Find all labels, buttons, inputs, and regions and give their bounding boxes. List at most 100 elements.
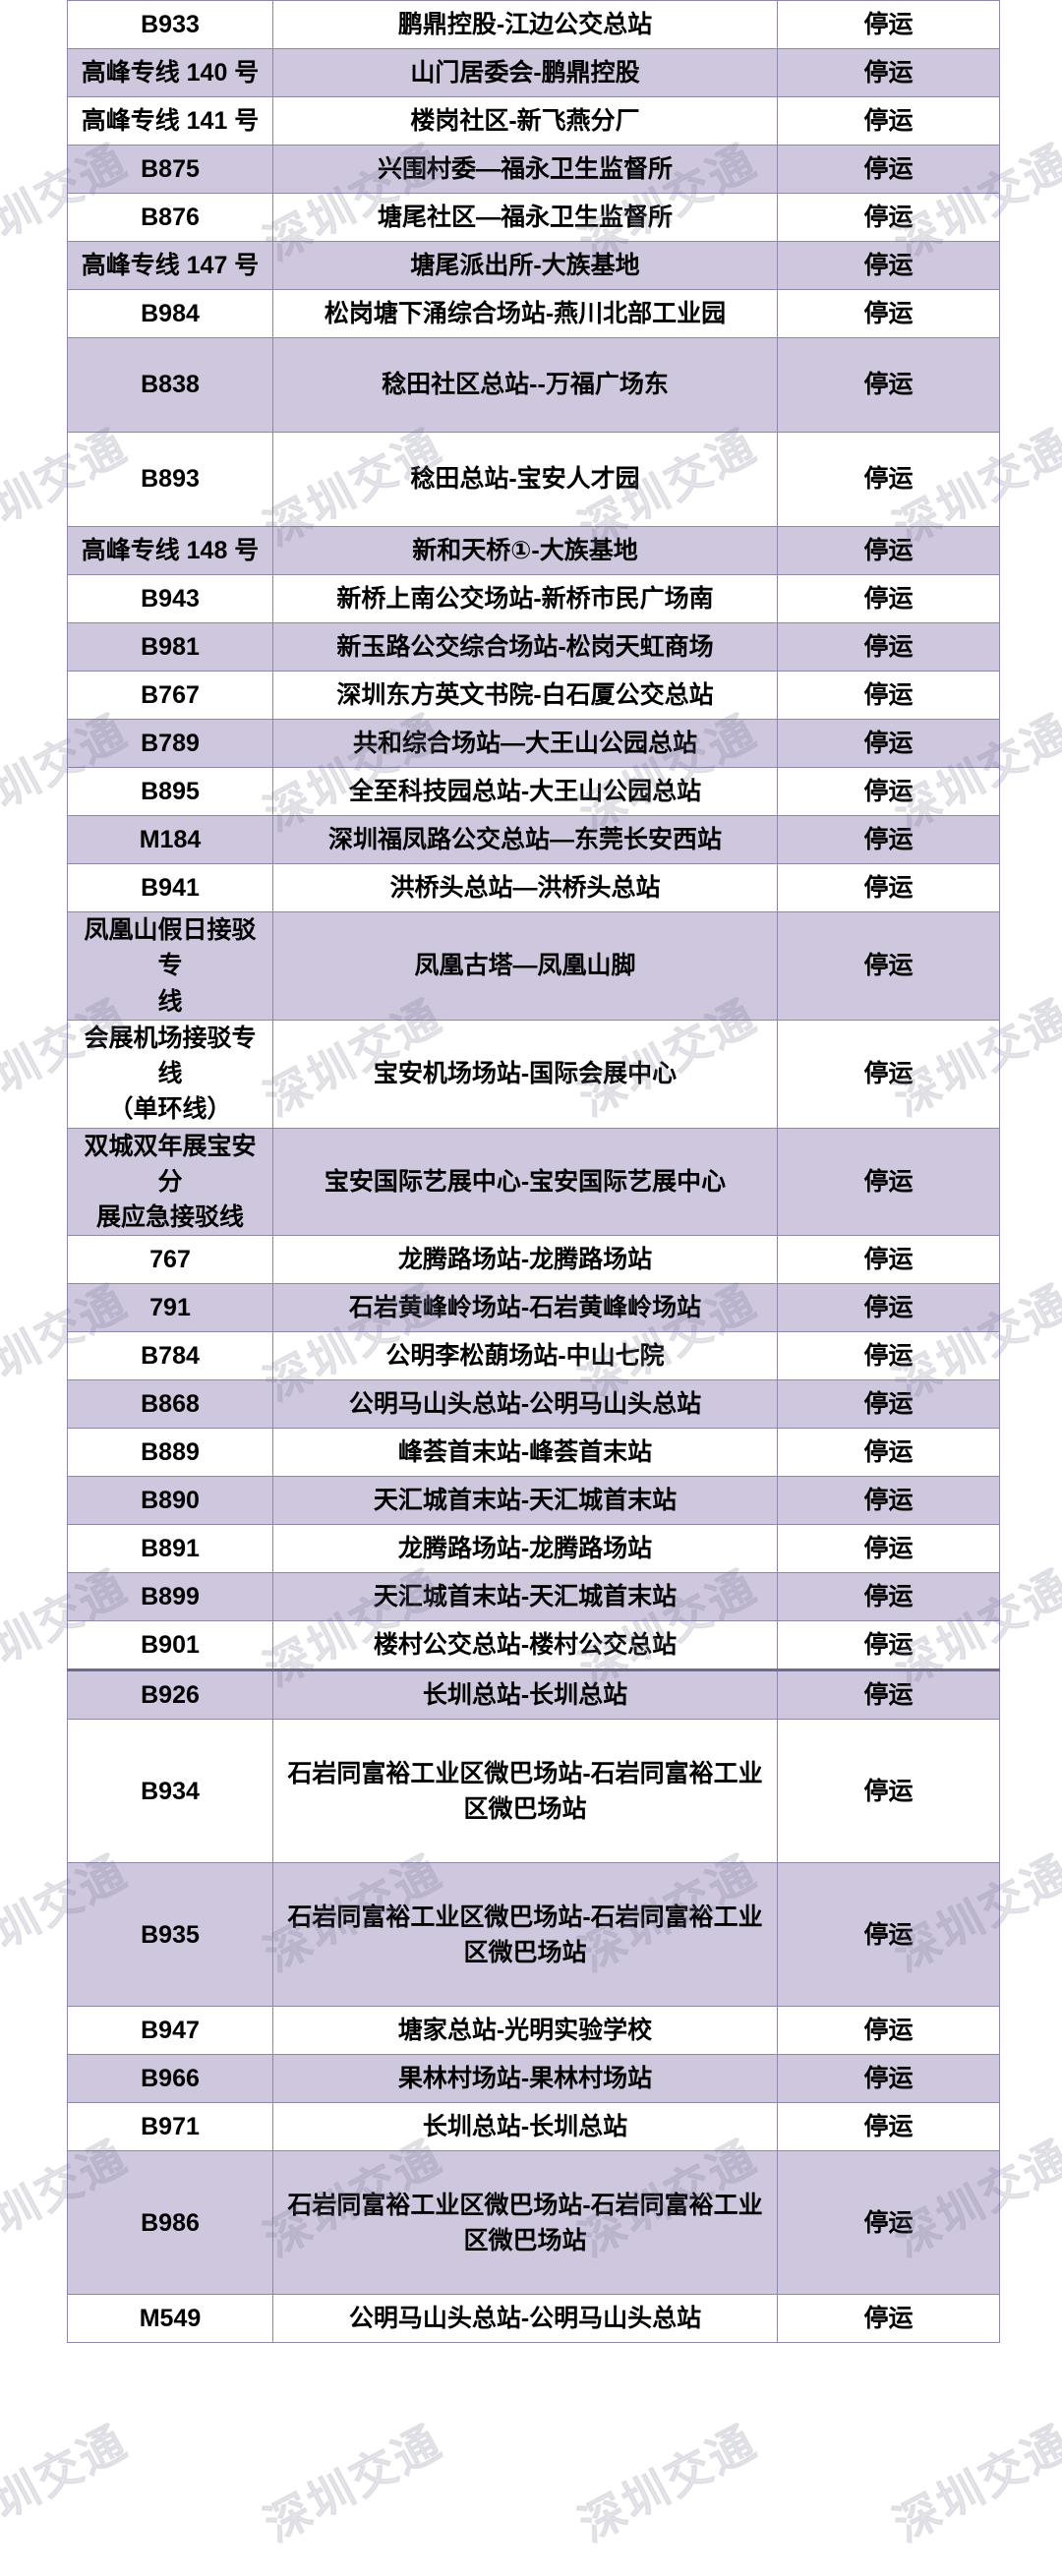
status-cell: 停运 [777, 0, 1000, 49]
table-row: B784 公明李松蓢场站-中山七院 停运 [67, 1331, 1000, 1381]
table-row: B876 塘尾社区—福永卫生监督所 停运 [67, 193, 1000, 242]
route-endpoints-cell: 新桥上南公交场站-新桥市民广场南 [272, 574, 778, 623]
status-cell: 停运 [777, 1428, 1000, 1478]
status-cell: 停运 [777, 1331, 1000, 1381]
table-row: B901 楼村公交总站-楼村公交总站 停运 [67, 1620, 1000, 1671]
table-row: B934 石岩同富裕工业区微巴场站-石岩同富裕工业 区微巴场站 停运 [67, 1719, 1000, 1864]
route-number-cell: B899 [67, 1572, 273, 1622]
route-endpoints-cell: 石岩同富裕工业区微巴场站-石岩同富裕工业 区微巴场站 [272, 1719, 778, 1864]
watermark-text: 深圳交通 [570, 2414, 766, 2552]
route-number-cell: B890 [67, 1476, 273, 1526]
table-row: B893 稔田总站-宝安人才园 停运 [67, 432, 1000, 527]
route-number-cell: B838 [67, 337, 273, 433]
route-number-cell: M184 [67, 815, 273, 864]
route-endpoints-cell: 塘尾派出所-大族基地 [272, 241, 778, 290]
status-cell: 停运 [777, 815, 1000, 864]
status-cell: 停运 [777, 2054, 1000, 2104]
route-endpoints-cell: 峰荟首末站-峰荟首末站 [272, 1428, 778, 1478]
route-endpoints-cell: 石岩同富裕工业区微巴场站-石岩同富裕工业 区微巴场站 [272, 2150, 778, 2296]
route-endpoints-cell: 楼村公交总站-楼村公交总站 [272, 1620, 778, 1671]
table-row: B895 全至科技园总站-大王山公园总站 停运 [67, 767, 1000, 816]
route-number-cell: B784 [67, 1331, 273, 1381]
route-endpoints-cell: 全至科技园总站-大王山公园总站 [272, 767, 778, 816]
status-cell: 停运 [777, 911, 1000, 1021]
route-endpoints-cell: 宝安国际艺展中心-宝安国际艺展中心 [272, 1127, 778, 1237]
route-endpoints-cell: 公明马山头总站-公明马山头总站 [272, 2294, 778, 2344]
status-cell: 停运 [777, 2150, 1000, 2296]
route-number-cell: 高峰专线 141 号 [67, 96, 273, 146]
bus-suspension-table: B933 鹏鼎控股-江边公交总站 停运 高峰专线 140 号山门居委会-鹏鼎控股 停运高… [67, 0, 1000, 2344]
route-endpoints-cell: 松岗塘下涌综合场站-燕川北部工业园 [272, 289, 778, 338]
table-row: B868 公明马山头总站-公明马山头总站 停运 [67, 1379, 1000, 1430]
route-endpoints-cell: 兴围村委—福永卫生监督所 [272, 145, 778, 194]
route-endpoints-cell: 鹏鼎控股-江边公交总站 [272, 0, 778, 49]
table-row: M184 深圳福凤路公交总站—东莞长安西站 停运 [67, 815, 1000, 864]
route-endpoints-cell: 龙腾路场站-龙腾路场站 [272, 1524, 778, 1574]
status-cell: 停运 [777, 1862, 1000, 2008]
status-cell: 停运 [777, 2006, 1000, 2056]
route-number-cell: M549 [67, 2294, 273, 2344]
route-endpoints-cell: 凤凰古塔—凤凰山脚 [272, 911, 778, 1021]
status-cell: 停运 [777, 526, 1000, 575]
route-number-cell: B941 [67, 863, 273, 912]
route-endpoints-cell: 稔田社区总站--万福广场东 [272, 337, 778, 433]
route-number-cell: B895 [67, 767, 273, 816]
table-row: 791 石岩黄峰岭场站-石岩黄峰岭场站 停运 [67, 1283, 1000, 1333]
status-cell: 停运 [777, 1476, 1000, 1526]
route-endpoints-cell: 塘家总站-光明实验学校 [272, 2006, 778, 2056]
table-row: 会展机场接驳专线 （单环线） 宝安机场场站-国际会展中心 停运 [67, 1019, 1000, 1129]
status-cell: 停运 [777, 48, 1000, 97]
status-cell: 停运 [777, 1235, 1000, 1285]
route-endpoints-cell: 长圳总站-长圳总站 [272, 1669, 778, 1721]
route-number-cell: B966 [67, 2054, 273, 2104]
status-cell: 停运 [777, 145, 1000, 194]
route-number-cell: B891 [67, 1524, 273, 1574]
route-number-cell: B943 [67, 574, 273, 623]
status-cell: 停运 [777, 574, 1000, 623]
route-endpoints-cell: 洪桥头总站—洪桥头总站 [272, 863, 778, 912]
route-endpoints-cell: 塘尾社区—福永卫生监督所 [272, 193, 778, 242]
route-number-cell: 高峰专线 148 号 [67, 526, 273, 575]
route-endpoints-cell: 石岩黄峰岭场站-石岩黄峰岭场站 [272, 1283, 778, 1333]
table-row: B986 石岩同富裕工业区微巴场站-石岩同富裕工业 区微巴场站 停运 [67, 2150, 1000, 2296]
route-endpoints-cell: 长圳总站-长圳总站 [272, 2102, 778, 2152]
route-endpoints-cell: 天汇城首末站-天汇城首末站 [272, 1476, 778, 1526]
table-row: B789 共和综合场站—大王山公园总站 停运 [67, 719, 1000, 768]
table-row: 高峰专线 148 号新和天桥①-大族基地 停运 [67, 526, 1000, 575]
table-row: B899 天汇城首末站-天汇城首末站 停运 [67, 1572, 1000, 1622]
route-endpoints-cell: 新和天桥①-大族基地 [272, 526, 778, 575]
status-cell: 停运 [777, 1620, 1000, 1671]
route-endpoints-cell: 龙腾路场站-龙腾路场站 [272, 1235, 778, 1285]
status-cell: 停运 [777, 767, 1000, 816]
route-number-cell: 767 [67, 1235, 273, 1285]
route-number-cell: B875 [67, 145, 273, 194]
route-endpoints-cell: 共和综合场站—大王山公园总站 [272, 719, 778, 768]
table-row: B971 长圳总站-长圳总站 停运 [67, 2102, 1000, 2152]
status-cell: 停运 [777, 622, 1000, 672]
table-row: B838 稔田社区总站--万福广场东 停运 [67, 337, 1000, 433]
route-endpoints-cell: 新玉路公交综合场站-松岗天虹商场 [272, 622, 778, 672]
route-number-cell: B926 [67, 1669, 273, 1721]
route-number-cell: B889 [67, 1428, 273, 1478]
route-number-cell: B767 [67, 671, 273, 720]
route-endpoints-cell: 山门居委会-鹏鼎控股 [272, 48, 778, 97]
route-endpoints-cell: 石岩同富裕工业区微巴场站-石岩同富裕工业 区微巴场站 [272, 1862, 778, 2008]
table-row: B981 新玉路公交综合场站-松岗天虹商场 停运 [67, 622, 1000, 672]
route-number-cell: B934 [67, 1719, 273, 1864]
table-body: B933 鹏鼎控股-江边公交总站 停运 高峰专线 140 号山门居委会-鹏鼎控股 停运高… [67, 0, 1000, 2344]
table-row: 凤凰山假日接驳专线凤凰古塔—凤凰山脚 停运 [67, 911, 1000, 1021]
status-cell: 停运 [777, 241, 1000, 290]
status-cell: 停运 [777, 1019, 1000, 1129]
table-row: 高峰专线 141 号楼岗社区-新飞燕分厂 停运 [67, 96, 1000, 146]
schedule-table-container: B933 鹏鼎控股-江边公交总站 停运 高峰专线 140 号山门居委会-鹏鼎控股 停运高… [67, 0, 1000, 2344]
status-cell: 停运 [777, 671, 1000, 720]
table-row: B926 长圳总站-长圳总站 停运 [67, 1669, 1000, 1721]
route-endpoints-cell: 深圳福凤路公交总站—东莞长安西站 [272, 815, 778, 864]
route-number-cell: 791 [67, 1283, 273, 1333]
status-cell: 停运 [777, 1283, 1000, 1333]
status-cell: 停运 [777, 1572, 1000, 1622]
status-cell: 停运 [777, 432, 1000, 527]
route-number-cell: 双城双年展宝安分 展应急接驳线 [67, 1127, 273, 1237]
route-number-cell: B789 [67, 719, 273, 768]
table-row: B889 峰荟首末站-峰荟首末站 停运 [67, 1428, 1000, 1478]
